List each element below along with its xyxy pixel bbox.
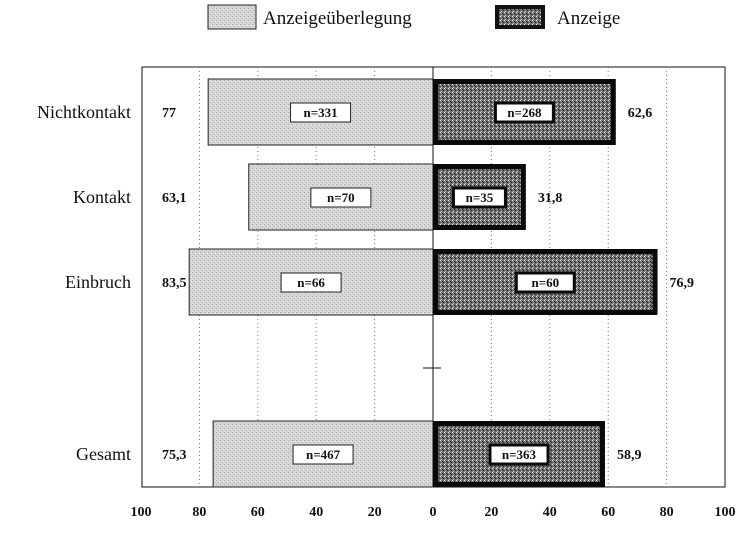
- n-label-considered: n=70: [327, 190, 355, 205]
- n-label-reported: n=60: [531, 275, 559, 290]
- legend-swatch-reported: [495, 5, 545, 29]
- x-tick-label: 20: [368, 505, 382, 520]
- value-label-reported: 76,9: [670, 276, 695, 291]
- value-label-considered: 83,5: [162, 276, 187, 291]
- legend-label-considered: Anzeigeüberlegung: [263, 8, 412, 29]
- n-label-reported: n=35: [466, 190, 494, 205]
- category-label: Einbruch: [65, 272, 131, 292]
- n-label-reported: n=363: [502, 447, 537, 462]
- n-box-reported: [488, 443, 550, 466]
- x-tick-label: 60: [251, 505, 265, 520]
- category-label: Gesamt: [76, 444, 131, 464]
- n-box-reported: [514, 271, 576, 294]
- value-label-considered: 63,1: [162, 191, 187, 206]
- x-tick-label: 80: [660, 505, 674, 520]
- labels: Nichtkontakt 77 62,6 n=331 n=268 Kontakt 63,1 3…: [37, 101, 695, 466]
- n-label-considered: n=66: [297, 275, 325, 290]
- n-box-considered: [310, 187, 372, 208]
- legend-label-reported: Anzeige: [557, 8, 620, 29]
- n-label-reported: n=268: [507, 105, 542, 120]
- value-label-considered: 75,3: [162, 448, 187, 463]
- x-tick-label: 40: [543, 505, 557, 520]
- x-tick-label: 0: [430, 505, 437, 520]
- value-label-considered: 77: [162, 106, 176, 121]
- legend: Anzeigeüberlegung Anzeige: [207, 4, 620, 30]
- value-label-reported: 62,6: [628, 106, 653, 121]
- bars: [188, 78, 658, 488]
- category-label: Kontakt: [73, 187, 131, 207]
- x-tick-label: 100: [715, 505, 736, 520]
- legend-swatch-considered: [207, 4, 257, 30]
- n-box-considered: [292, 444, 354, 465]
- n-box-reported: [493, 101, 555, 124]
- x-tick-label: 20: [484, 505, 498, 520]
- n-box-considered: [290, 102, 352, 123]
- n-label-considered: n=331: [304, 105, 338, 120]
- category-label: Nichtkontakt: [37, 102, 131, 122]
- x-axis: 100 80 60 40 20 0 20 40 60 80 100: [131, 505, 736, 520]
- n-box-reported: [451, 186, 507, 209]
- x-tick-label: 100: [131, 505, 152, 520]
- value-label-reported: 31,8: [538, 191, 563, 206]
- n-box-considered: [280, 272, 342, 293]
- x-tick-label: 80: [192, 505, 206, 520]
- n-label-considered: n=467: [306, 447, 341, 462]
- x-tick-label: 40: [309, 505, 323, 520]
- value-label-reported: 58,9: [617, 448, 642, 463]
- x-tick-label: 60: [601, 505, 615, 520]
